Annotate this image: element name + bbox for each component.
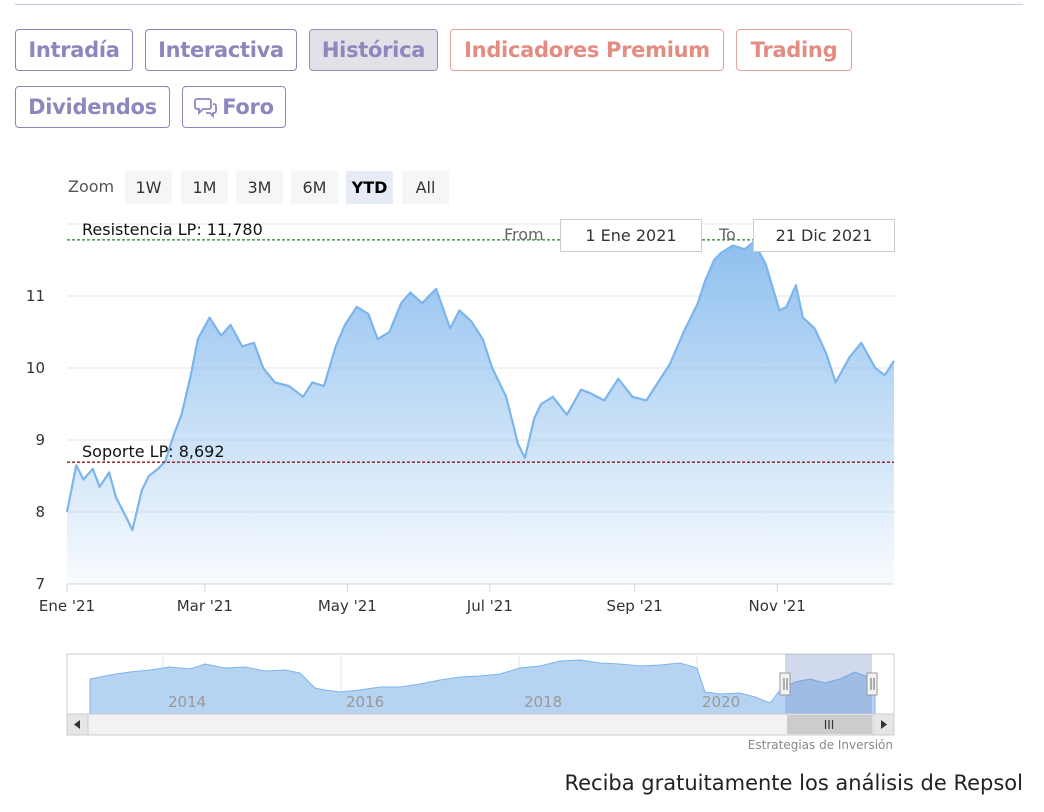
y-tick-label: 7 <box>35 575 45 593</box>
scrollbar-track[interactable] <box>66 713 895 736</box>
y-tick-label: 9 <box>35 431 45 449</box>
x-tick-label: Mar '21 <box>177 597 233 615</box>
x-tick-label: Sep '21 <box>607 597 663 615</box>
resistance-line-label: Resistencia LP: 11,780 <box>82 220 263 239</box>
zoom-1w-button[interactable]: 1W <box>125 171 172 204</box>
scrollbar-thumb[interactable] <box>787 715 872 734</box>
navigator-left-handle[interactable] <box>779 672 791 696</box>
zoom-label: Zoom <box>68 177 115 196</box>
range-to-label: To <box>719 225 736 244</box>
price-area <box>67 242 894 584</box>
tab-indicadores-premium[interactable]: Indicadores Premium <box>450 29 724 71</box>
top-divider <box>15 4 1023 5</box>
zoom-3m-button[interactable]: 3M <box>236 171 283 204</box>
scroll-left-button[interactable] <box>66 713 89 736</box>
tab-label: Dividendos <box>28 95 157 119</box>
range-from-label: From <box>504 225 544 244</box>
tab-label: Interactiva <box>158 38 284 62</box>
zoom-6m-button[interactable]: 6M <box>291 171 338 204</box>
navigator-series <box>89 659 876 715</box>
navigator[interactable]: 2014 2016 2018 2020 III <box>0 650 1044 740</box>
zoom-1m-button[interactable]: 1M <box>181 171 228 204</box>
x-tick-label: Jul '21 <box>466 597 513 615</box>
navigator-right-handle[interactable] <box>866 672 878 696</box>
tab-foro[interactable]: Foro <box>182 86 286 128</box>
navigator-year-label: 2014 <box>168 693 206 711</box>
scroll-right-button[interactable] <box>872 713 895 736</box>
navigator-year-label: 2020 <box>702 693 740 711</box>
tab-trading[interactable]: Trading <box>736 29 852 71</box>
x-tick-label: May '21 <box>318 597 377 615</box>
navigator-year-label: 2016 <box>346 693 384 711</box>
tab-interactiva[interactable]: Interactiva <box>145 29 297 71</box>
tab-label: Indicadores Premium <box>464 38 710 62</box>
tab-label: Foro <box>222 95 274 119</box>
x-tick-label: Ene '21 <box>39 597 95 615</box>
zoom-ytd-button[interactable]: YTD <box>346 171 393 204</box>
zoom-all-button[interactable]: All <box>402 171 449 204</box>
y-tick-label: 8 <box>35 503 45 521</box>
range-to-input[interactable]: 21 Dic 2021 <box>753 219 895 252</box>
tab-label: Trading <box>750 38 838 62</box>
tab-historica[interactable]: Histórica <box>309 29 438 71</box>
price-chart: 7 8 9 10 11 Resistencia LP: 11,780 Soporte LP… <box>26 220 895 615</box>
y-tick-label: 11 <box>26 287 45 305</box>
y-tick-label: 10 <box>26 359 45 377</box>
chat-bubbles-icon <box>194 96 218 118</box>
support-line-label: Soporte LP: 8,692 <box>82 442 225 461</box>
chart-credit[interactable]: Estrategias de Inversión <box>747 738 893 752</box>
x-tick-label: Nov '21 <box>749 597 806 615</box>
tab-dividendos[interactable]: Dividendos <box>15 86 170 128</box>
tab-intradia[interactable]: Intradía <box>15 29 133 71</box>
navigator-year-label: 2018 <box>524 693 562 711</box>
range-from-input[interactable]: 1 Ene 2021 <box>560 219 702 252</box>
tab-label: Intradía <box>28 38 120 62</box>
tab-label: Histórica <box>321 38 426 62</box>
promo-text[interactable]: Reciba gratuitamente los análisis de Rep… <box>564 771 1023 795</box>
navigator-selection[interactable] <box>785 654 872 714</box>
scrollbar-grip: III <box>824 718 835 732</box>
